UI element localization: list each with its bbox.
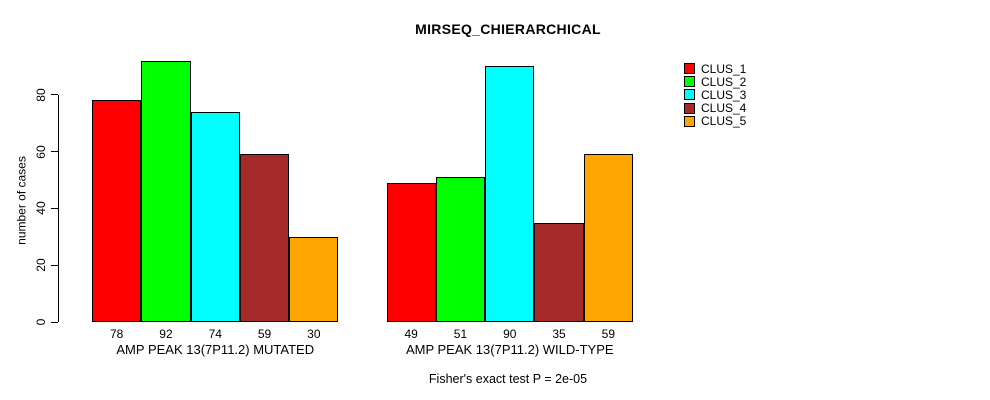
y-tick-label: 20 <box>34 258 48 272</box>
legend-swatch-icon <box>684 102 695 114</box>
y-tick-label: 40 <box>34 201 48 216</box>
fisher-test-annotation: Fisher's exact test P = 2e-05 <box>428 372 588 386</box>
legend-item: CLUS_5 <box>684 115 746 128</box>
y-tick-mark <box>51 94 58 96</box>
legend-label: CLUS_4 <box>701 101 747 116</box>
y-tick-mark <box>51 151 58 153</box>
bar-value-label: 90 <box>503 327 517 341</box>
bar-clus_4-group1 <box>239 154 290 322</box>
bar-value-label: 92 <box>159 327 173 341</box>
y-tick-mark <box>51 207 58 209</box>
bar-clus_4-group2 <box>534 222 584 322</box>
bar-value-label: 78 <box>109 327 124 341</box>
legend-swatch-icon <box>684 115 695 127</box>
y-axis-line <box>58 95 59 322</box>
legend-item: CLUS_3 <box>684 88 746 101</box>
legend-label: CLUS_3 <box>701 87 747 102</box>
bar-clus_5-group2 <box>583 154 633 322</box>
bar-clus_1-group2 <box>386 182 436 322</box>
legend-swatch-icon <box>684 76 695 88</box>
bar-value-label: 74 <box>208 327 222 341</box>
x-group-label: AMP PEAK 13(7P11.2) WILD-TYPE <box>405 342 614 357</box>
y-tick-label: 60 <box>34 144 48 159</box>
chart-title: MIRSEQ_CHIERARCHICAL <box>415 21 601 37</box>
y-tick-mark <box>51 321 58 323</box>
bar-clus_3-group1 <box>190 111 240 322</box>
bar-value-label: 49 <box>404 327 418 341</box>
legend-swatch-icon <box>684 63 695 74</box>
bar-clus_2-group1 <box>141 60 191 322</box>
legend-label: CLUS_5 <box>701 114 747 129</box>
bar-clus_5-group1 <box>289 236 339 322</box>
y-tick-label: 0 <box>34 318 48 326</box>
y-tick-mark <box>51 264 58 266</box>
legend-label: CLUS_1 <box>701 61 747 76</box>
bar-value-label: 59 <box>257 327 272 341</box>
x-group-label: AMP PEAK 13(7P11.2) MUTATED <box>116 342 315 357</box>
bar-value-label: 51 <box>453 327 468 341</box>
legend-item: CLUS_4 <box>684 102 746 115</box>
y-tick-label: 80 <box>34 88 48 102</box>
legend-label: CLUS_2 <box>701 74 747 89</box>
bar-value-label: 30 <box>307 327 321 341</box>
legend: CLUS_1 CLUS_2 CLUS_3 CLUS_4 CLUS_5 <box>684 62 814 132</box>
legend-item: CLUS_2 <box>684 75 746 88</box>
bar-value-label: 59 <box>601 327 616 341</box>
y-axis-title: number of cases <box>14 156 29 245</box>
bar-clus_1-group1 <box>92 100 142 322</box>
legend-swatch-icon <box>684 89 695 101</box>
bar-clus_2-group2 <box>435 177 486 322</box>
legend-item: CLUS_1 <box>684 62 746 75</box>
bar-value-label: 35 <box>552 327 566 341</box>
bar-clus_3-group2 <box>485 66 535 322</box>
